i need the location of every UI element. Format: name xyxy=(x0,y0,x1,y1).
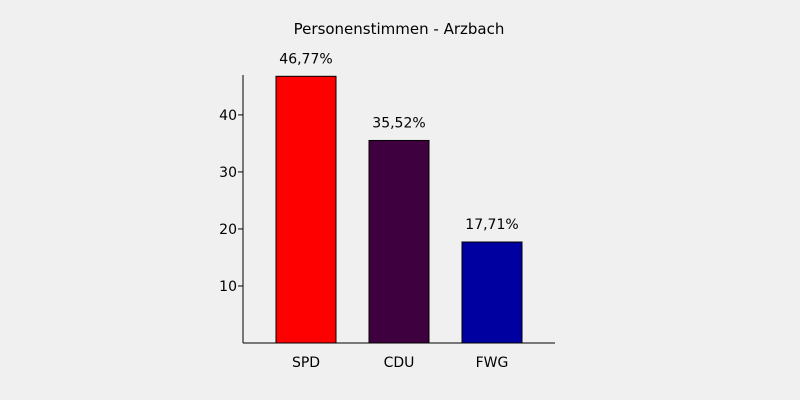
value-label-cdu: 35,52% xyxy=(372,115,425,131)
bar-cdu xyxy=(368,139,430,344)
y-tick-label-20: 20 xyxy=(219,222,237,238)
value-label-spd: 46,77% xyxy=(279,51,332,67)
y-tick-label-10: 10 xyxy=(219,279,237,295)
axes-layer: 10 20 30 40 xyxy=(219,75,555,344)
value-label-fwg: 17,71% xyxy=(465,217,518,233)
labels-layer: 46,77% SPD 35,52% CDU 17,71% FWG xyxy=(279,51,518,371)
y-tick-label-40: 40 xyxy=(219,108,237,124)
category-label-spd: SPD xyxy=(292,355,320,371)
category-label-cdu: CDU xyxy=(384,355,415,371)
bars-layer xyxy=(275,75,523,344)
bar-spd xyxy=(275,75,337,344)
bar-fwg xyxy=(461,241,523,344)
category-label-fwg: FWG xyxy=(476,355,509,371)
y-tick-label-30: 30 xyxy=(219,165,237,181)
chart-title: Personenstimmen - Arzbach xyxy=(294,20,505,38)
